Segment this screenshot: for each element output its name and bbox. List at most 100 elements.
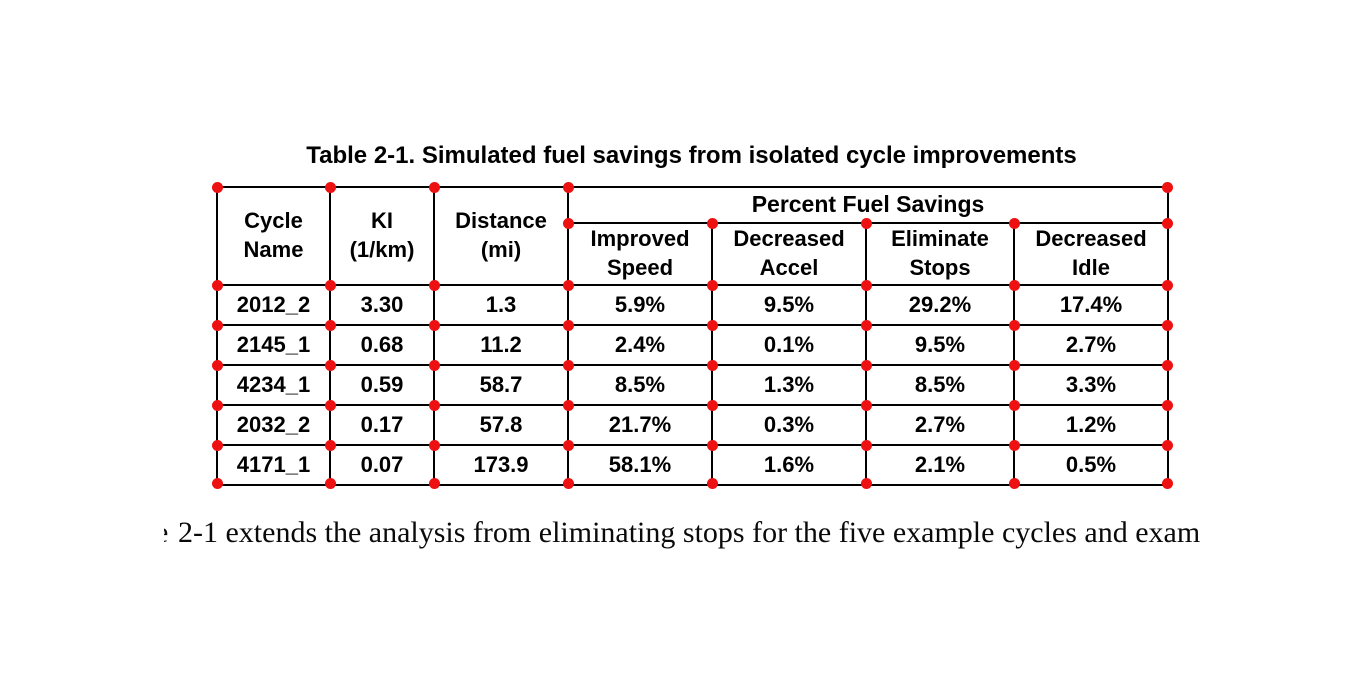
grid-dot-icon (562, 279, 574, 291)
table-cell: 1.6% (711, 444, 867, 486)
grid-dot-icon (211, 439, 223, 451)
table-body: 2012_2 3.30 1.3 5.9% 9.5% 29.2% 17.4% 2145_1 0.6… (216, 284, 1170, 486)
table-caption: Table 2-1. Simulated fuel savings from i… (306, 142, 1077, 169)
grid-dot-icon (211, 399, 223, 411)
table-cell: 2032_2 (216, 404, 331, 446)
grid-dot-icon (324, 279, 336, 291)
table-cell: 57.8 (433, 404, 569, 446)
table-cell: 0.3% (711, 404, 867, 446)
table-cell: 1.3 (433, 284, 569, 326)
grid-dot-icon (860, 359, 872, 371)
table-cell: 173.9 (433, 444, 569, 486)
grid-dot-icon (1008, 279, 1020, 291)
col-header-distance: Distance (mi) (433, 186, 569, 286)
grid-dot-icon (860, 279, 872, 291)
grid-dot-icon (562, 399, 574, 411)
table-row: 2032_2 0.17 57.8 21.7% 0.3% 2.7% 1.2% (216, 404, 1170, 446)
table-cell: 21.7% (567, 404, 713, 446)
table-row: 2145_1 0.68 11.2 2.4% 0.1% 9.5% 2.7% (216, 324, 1170, 366)
grid-dot-icon (562, 359, 574, 371)
grid-dot-icon (324, 477, 336, 489)
table-cell: 4171_1 (216, 444, 331, 486)
col-header-decreased-accel: Decreased Accel (711, 222, 867, 286)
table-cell: 2.7% (1012, 324, 1170, 366)
table-cell: 0.07 (329, 444, 435, 486)
grid-dot-icon (1008, 439, 1020, 451)
grid-dot-icon (428, 439, 440, 451)
grid-dot-icon (1008, 359, 1020, 371)
grid-dot-icon (428, 279, 440, 291)
grid-dot-icon (860, 319, 872, 331)
table-cell: 2.1% (865, 444, 1015, 486)
grid-dot-icon (706, 477, 718, 489)
grid-dot-icon (562, 477, 574, 489)
col-header-ki: KI (1/km) (329, 186, 435, 286)
grid-dot-icon (428, 181, 440, 193)
table-cell: 0.5% (1012, 444, 1170, 486)
body-text-line: 2-1 extends the analysis from eliminatin… (178, 516, 1201, 549)
table-cell: 17.4% (1012, 284, 1170, 326)
grid-dot-icon (706, 319, 718, 331)
table-cell: 3.30 (329, 284, 435, 326)
table-cell: 1.3% (711, 364, 867, 406)
table-cell: 11.2 (433, 324, 569, 366)
table-cell: 8.5% (865, 364, 1015, 406)
grid-dot-icon (324, 399, 336, 411)
table-cell: 2.7% (865, 404, 1015, 446)
grid-dot-icon (706, 359, 718, 371)
grid-dot-icon (1161, 279, 1173, 291)
table-cell: 0.59 (329, 364, 435, 406)
grid-dot-icon (860, 439, 872, 451)
clipped-word-fragment: e (164, 516, 175, 552)
grid-dot-icon (1161, 399, 1173, 411)
header-row-sub: Improved Speed Decreased Accel Eliminate… (217, 222, 1170, 286)
grid-dot-icon (211, 279, 223, 291)
grid-dot-icon (211, 181, 223, 193)
table-cell: 58.7 (433, 364, 569, 406)
grid-dot-icon (860, 399, 872, 411)
grid-dot-icon (562, 217, 574, 229)
grid-dot-icon (562, 181, 574, 193)
table-row: 4171_1 0.07 173.9 58.1% 1.6% 2.1% 0.5% (216, 444, 1170, 486)
grid-dot-icon (1161, 217, 1173, 229)
grid-dot-icon (428, 399, 440, 411)
grid-dot-icon (562, 319, 574, 331)
grid-dot-icon (324, 359, 336, 371)
grid-dot-icon (428, 319, 440, 331)
grid-dot-icon (706, 279, 718, 291)
table-cell: 58.1% (567, 444, 713, 486)
col-header-decreased-idle: Decreased Idle (1012, 222, 1170, 286)
col-header-eliminate-stops: Eliminate Stops (865, 222, 1015, 286)
table-row: 4234_1 0.59 58.7 8.5% 1.3% 8.5% 3.3% (216, 364, 1170, 406)
table-row: 2012_2 3.30 1.3 5.9% 9.5% 29.2% 17.4% (216, 284, 1170, 326)
table-cell: 29.2% (865, 284, 1015, 326)
grid-dot-icon (324, 181, 336, 193)
grid-dot-icon (706, 217, 718, 229)
table-cell: 2.4% (567, 324, 713, 366)
table-cell: 2145_1 (216, 324, 331, 366)
table-cell: 2012_2 (216, 284, 331, 326)
header-row-top: Cycle Name KI (1/km) Distance (mi) Perce… (216, 186, 1170, 286)
grid-dot-icon (324, 439, 336, 451)
grid-dot-icon (562, 439, 574, 451)
grid-dot-icon (1161, 181, 1173, 193)
grid-dot-icon (706, 399, 718, 411)
grid-dot-icon (1008, 217, 1020, 229)
grid-dot-icon (211, 319, 223, 331)
table-cell: 9.5% (865, 324, 1015, 366)
table-cell: 0.1% (711, 324, 867, 366)
grid-dot-icon (1161, 439, 1173, 451)
grid-dot-icon (428, 477, 440, 489)
col-header-cycle-name: Cycle Name (216, 186, 331, 286)
table-cell: 8.5% (567, 364, 713, 406)
grid-dot-icon (324, 319, 336, 331)
col-header-improved-speed: Improved Speed (567, 222, 713, 286)
grid-dot-icon (211, 359, 223, 371)
grid-dot-icon (1161, 319, 1173, 331)
table-cell: 0.17 (329, 404, 435, 446)
table-cell: 1.2% (1012, 404, 1170, 446)
grid-dot-icon (428, 359, 440, 371)
grid-dot-icon (706, 439, 718, 451)
table-cell: 5.9% (567, 284, 713, 326)
